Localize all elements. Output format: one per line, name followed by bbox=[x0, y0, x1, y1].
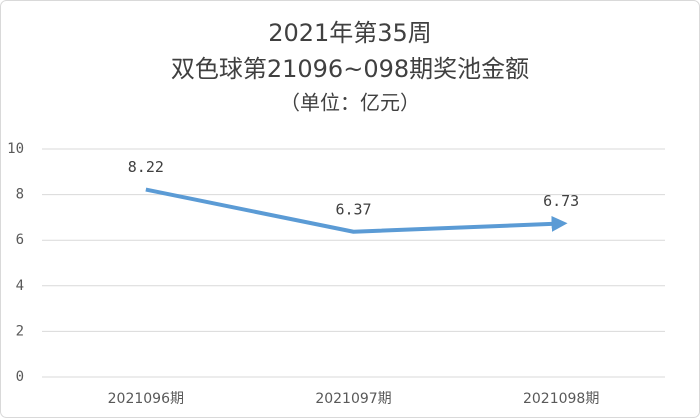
y-tick-label: 0 bbox=[16, 369, 24, 385]
y-tick-label: 6 bbox=[16, 232, 24, 248]
y-tick-label: 8 bbox=[16, 187, 24, 203]
data-label: 8.22 bbox=[128, 158, 164, 176]
x-tick-label: 2021096期 bbox=[108, 391, 184, 407]
chart-title: 2021年第35周 bbox=[268, 19, 432, 47]
y-tick-label: 10 bbox=[7, 141, 24, 157]
y-tick-label: 2 bbox=[16, 323, 24, 339]
y-tick-label: 4 bbox=[16, 278, 24, 294]
data-line bbox=[145, 187, 568, 234]
x-tick-label: 2021098期 bbox=[523, 391, 599, 407]
data-label: 6.37 bbox=[335, 200, 371, 218]
chart-subtitle: （单位：亿元） bbox=[280, 91, 420, 115]
chart-title: 双色球第21096~098期奖池金额 bbox=[171, 55, 529, 83]
data-label: 6.73 bbox=[543, 192, 579, 210]
x-tick-label: 2021097期 bbox=[315, 391, 391, 407]
